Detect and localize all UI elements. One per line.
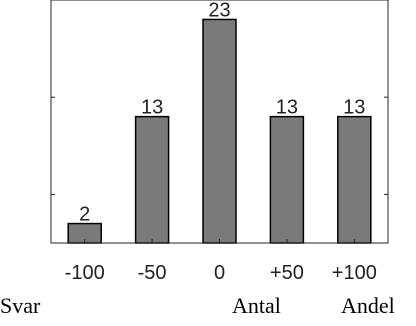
column-header-svar: Svar [0,293,41,318]
x-tick-labels-layer: -100 -50 0 +50 +100 [65,262,377,284]
bar-0 [202,18,237,244]
bar--50 [134,115,170,244]
data-label--100: 2 [79,204,90,226]
column-header-antal: Antal [232,293,281,318]
bars-layer [67,18,372,244]
column-header-andel: Andel [341,293,395,318]
data-label-+100: 13 [343,97,365,119]
axes-layer [50,0,389,244]
axes-box [50,0,389,244]
data-labels-layer: 2 13 23 13 13 [79,0,365,226]
x-tick-label-+50: +50 [270,262,304,284]
data-label-+50: 13 [276,97,298,119]
x-tick-label-+100: +100 [332,262,377,284]
data-label-0: 23 [208,0,230,21]
x-tick-label--50: -50 [138,262,167,284]
x-tick-label--100: -100 [65,262,105,284]
bar-+50 [269,115,305,244]
x-tick-label-0: 0 [214,262,225,284]
data-label--50: 13 [141,97,163,119]
bar-+100 [337,115,372,244]
